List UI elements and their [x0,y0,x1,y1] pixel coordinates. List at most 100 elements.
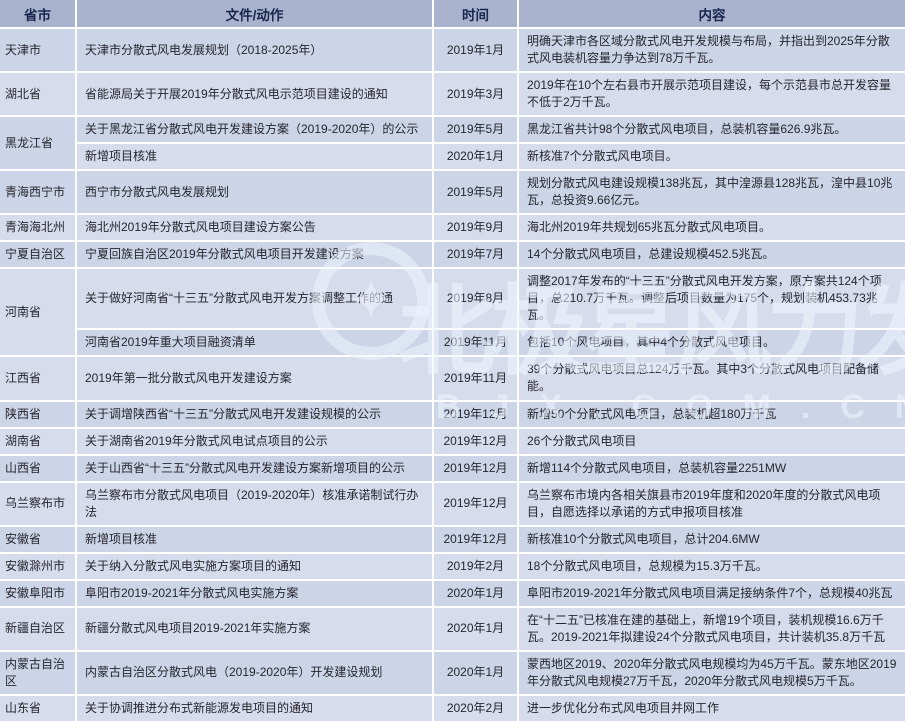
province-cell: 山西省 [0,455,77,481]
header-time: 时间 [434,0,519,27]
table-subrow: 宁夏回族自治区2019年分散式风电项目开发建设方案 2019年7月 14个分散式风电… [77,242,905,268]
content-cell: 26个分散式风电项目 [519,428,905,454]
table-row: 山西省 关于山西省“十三五”分散式风电开发建设方案新增项目的公示 2019年12月新… [0,455,905,483]
province-cell: 新疆自治区 [0,607,77,650]
table-row: 青海西宁市 西宁市分散式风电发展规划 2019年5月 规划分散式风电建设规模138兆瓦… [0,171,905,216]
province-cell: 湖南省 [0,428,77,454]
table-row: 安徽省 新增项目核准 2019年12月 新核准10个分散式风电项目，总计204.6MW [0,526,905,554]
table-row: 宁夏自治区 宁夏回族自治区2019年分散式风电项目开发建设方案 2019年7月 14个… [0,242,905,270]
province-cell: 天津市 [0,29,77,72]
document-cell: 新增项目核准 [77,144,434,170]
time-cell: 2019年12月 [434,526,519,552]
content-cell: 阜阳市2019-2021年分散式风电项目满足接纳条件7个，总规模40兆瓦 [519,580,905,606]
table-row: 黑龙江省 关于黑龙江省分散式风电开发建设方案（2019-2020年）的公示 2019… [0,117,905,172]
table-subrow: 海北州2019年分散式风电项目建设方案公告 2019年9月 海北州2019年共规划6… [77,215,905,241]
province-cell: 湖北省 [0,73,77,116]
content-cell: 新核准7个分散式风电项目。 [519,144,905,170]
province-cell: 江西省 [0,357,77,400]
province-cell: 安徽阜阳市 [0,580,77,606]
time-cell: 2020年1月 [434,607,519,650]
table-subrow: 乌兰察布市分散式风电项目（2019-2020年）核准承诺制试行办法 2019年12… [77,482,905,525]
content-cell: 调整2017年发布的“十三五”分散式风电开发方案，原方案共124个项目，总210… [519,269,905,329]
document-cell: 乌兰察布市分散式风电项目（2019-2020年）核准承诺制试行办法 [77,482,434,525]
content-cell: 14个分散式风电项目，总建设规模452.5兆瓦。 [519,242,905,268]
time-cell: 2019年12月 [434,428,519,454]
province-cell: 乌兰察布市 [0,482,77,525]
document-cell: 关于湖南省2019年分散式风电试点项目的公示 [77,428,434,454]
document-cell: 2019年第一批分散式风电开发建设方案 [77,357,434,400]
document-cell: 关于山西省“十三五”分散式风电开发建设方案新增项目的公示 [77,455,434,481]
table-row: 青海海北州 海北州2019年分散式风电项目建设方案公告 2019年9月 海北州2019… [0,215,905,243]
time-cell: 2019年1月 [434,29,519,72]
table-subrow: 关于调增陕西省“十三五”分散式风电开发建设规模的公示 2019年12月 新增50个分… [77,401,905,427]
table-subrow: 关于湖南省2019年分散式风电试点项目的公示 2019年12月 26个分散式风电项目 [77,428,905,454]
time-cell: 2019年12月 [434,455,519,481]
table-subrow: 河南省2019年重大项目融资清单 2019年11月 包括10个风电项目，其中4个分散… [77,328,905,356]
table-subrow: 新疆分散式风电项目2019-2021年实施方案 2020年1月 在“十二五”已核准在… [77,607,905,650]
table-subrow: 新增项目核准 2019年12月 新核准10个分散式风电项目，总计204.6MW [77,526,905,552]
province-cell: 宁夏自治区 [0,242,77,268]
content-cell: 黑龙江省共计98个分散式风电项目，总装机容量626.9兆瓦。 [519,117,905,143]
province-cell: 黑龙江省 [0,117,77,170]
table-body: 天津市 天津市分散式风电发展规划（2018-2025年） 2019年1月 明确天津市各… [0,29,905,721]
province-cell: 青海海北州 [0,215,77,241]
table-row: 安徽阜阳市 阜阳市2019-2021年分散式风电实施方案 2020年1月 阜阳市201… [0,580,905,608]
document-cell: 西宁市分散式风电发展规划 [77,171,434,214]
time-cell: 2019年5月 [434,171,519,214]
document-cell: 关于黑龙江省分散式风电开发建设方案（2019-2020年）的公示 [77,117,434,143]
table-subrow: 2019年第一批分散式风电开发建设方案 2019年11月 39个分散式风电项目总12… [77,357,905,400]
content-cell: 规划分散式风电建设规模138兆瓦，其中湟源县128兆瓦，湟中县10兆瓦，总投资9… [519,171,905,214]
table-row: 湖北省 省能源局关于开展2019年分散式风电示范项目建设的通知 2019年3月 201… [0,73,905,118]
time-cell: 2019年11月 [434,357,519,400]
table-row: 陕西省 关于调增陕西省“十三五”分散式风电开发建设规模的公示 2019年12月 新增5… [0,401,905,429]
time-cell: 2019年9月 [434,215,519,241]
header-document: 文件/动作 [77,0,434,27]
content-cell: 新核准10个分散式风电项目，总计204.6MW [519,526,905,552]
content-cell: 新增114个分散式风电项目，总装机容量2251MW [519,455,905,481]
table-subrow: 新增项目核准 2020年1月 新核准7个分散式风电项目。 [77,142,905,170]
content-cell: 18个分散式风电项目，总规模为15.3万千瓦。 [519,553,905,579]
province-cell: 安徽滁州市 [0,553,77,579]
document-cell: 河南省2019年重大项目融资清单 [77,330,434,356]
document-cell: 关于做好河南省“十三五”分散式风电开发方案调整工作的通 [77,269,434,329]
content-cell: 在“十二五”已核准在建的基础上，新增19个项目，装机规模16.6万千瓦。2019… [519,607,905,650]
document-cell: 关于调增陕西省“十三五”分散式风电开发建设规模的公示 [77,401,434,427]
content-cell: 明确天津市各区域分散式风电开发规模与布局，并指出到2025年分散式风电装机容量力… [519,29,905,72]
document-cell: 宁夏回族自治区2019年分散式风电项目开发建设方案 [77,242,434,268]
table-row: 乌兰察布市 乌兰察布市分散式风电项目（2019-2020年）核准承诺制试行办法 20… [0,482,905,527]
time-cell: 2019年12月 [434,482,519,525]
province-cell: 青海西宁市 [0,171,77,214]
document-cell: 天津市分散式风电发展规划（2018-2025年） [77,29,434,72]
content-cell: 海北州2019年共规划65兆瓦分散式风电项目。 [519,215,905,241]
time-cell: 2020年1月 [434,580,519,606]
time-cell: 2020年1月 [434,144,519,170]
table-subrow: 天津市分散式风电发展规划（2018-2025年） 2019年1月 明确天津市各区域分… [77,29,905,72]
header-content: 内容 [698,7,726,23]
table-row: 天津市 天津市分散式风电发展规划（2018-2025年） 2019年1月 明确天津市各… [0,29,905,74]
province-cell: 安徽省 [0,526,77,552]
table-subrow: 关于黑龙江省分散式风电开发建设方案（2019-2020年）的公示 2019年5月黑… [77,117,905,143]
table-row: 江西省 2019年第一批分散式风电开发建设方案 2019年11月 39个分散式风电项目… [0,357,905,402]
time-cell: 2019年8月 [434,269,519,329]
document-cell: 新增项目核准 [77,526,434,552]
table-row: 河南省 关于做好河南省“十三五”分散式风电开发方案调整工作的通 2019年8月 调整2… [0,269,905,358]
document-cell: 海北州2019年分散式风电项目建设方案公告 [77,215,434,241]
table-row: 内蒙古自治区 内蒙古自治区分散式风电（2019-2020年）开发建设规划 2020年… [0,651,905,696]
content-cell: 蒙西地区2019、2020年分散式风电规模均为45万千瓦。蒙东地区2019年分散… [519,651,905,694]
table-subrow: 内蒙古自治区分散式风电（2019-2020年）开发建设规划 2020年1月 蒙西地区… [77,651,905,694]
content-cell: 新增50个分散式风电项目，总装机超180万千瓦 [519,401,905,427]
document-cell: 关于纳入分散式风电实施方案项目的通知 [77,553,434,579]
content-cell: 39个分散式风电项目总124万千瓦。其中3个分散式风电项目配备储能。 [519,357,905,400]
header-province: 省市 [0,0,77,27]
table-subrow: 阜阳市2019-2021年分散式风电实施方案 2020年1月 阜阳市2019-202… [77,580,905,606]
table-subrow: 关于山西省“十三五”分散式风电开发建设方案新增项目的公示 2019年12月 新增11… [77,455,905,481]
table-header-row: 省市 文件/动作 时间 内容 [0,0,905,29]
province-cell: 陕西省 [0,401,77,427]
document-cell: 内蒙古自治区分散式风电（2019-2020年）开发建设规划 [77,651,434,694]
table-row: 安徽滁州市 关于纳入分散式风电实施方案项目的通知 2019年2月 18个分散式风电项目… [0,553,905,581]
table-subrow: 关于纳入分散式风电实施方案项目的通知 2019年2月 18个分散式风电项目，总规模为… [77,553,905,579]
content-cell: 包括10个风电项目，其中4个分散式风电项目。 [519,330,905,356]
table-subrow: 西宁市分散式风电发展规划 2019年5月 规划分散式风电建设规模138兆瓦，其中湟源… [77,171,905,214]
table-subrow: 省能源局关于开展2019年分散式风电示范项目建设的通知 2019年3月 2019年在… [77,73,905,116]
